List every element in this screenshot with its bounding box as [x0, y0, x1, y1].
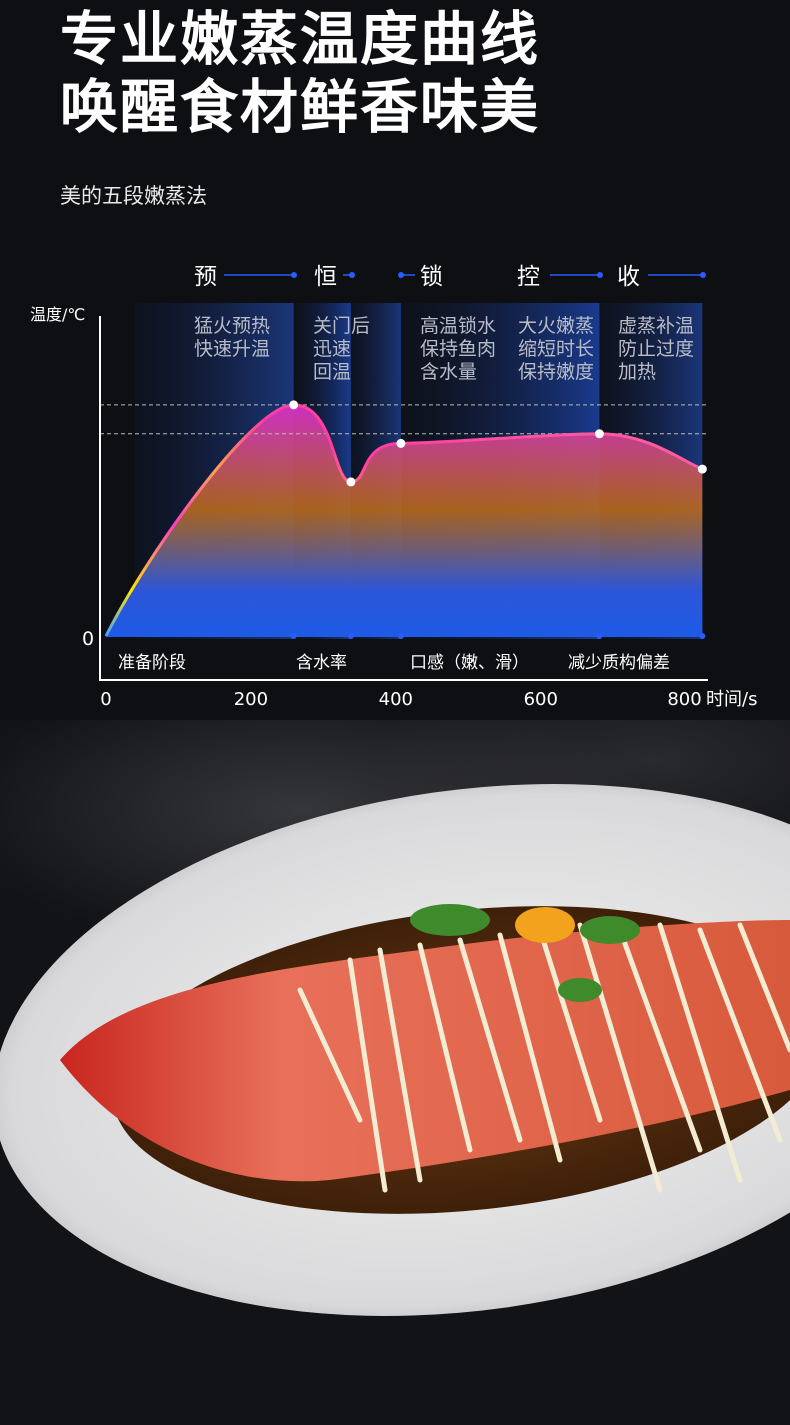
- orange-garnish: [515, 907, 575, 943]
- steamed-fish-photo: [0, 784, 790, 1316]
- stage-description: 高温锁水: [420, 315, 496, 337]
- curve-area-fill: [106, 404, 703, 637]
- stage-description: 快速升温: [194, 338, 270, 360]
- y-axis-label: 温度/℃: [30, 305, 85, 324]
- bottom-label: 含水率: [296, 653, 347, 673]
- headline-line-2: 唤醒食材鲜香味美: [60, 73, 541, 141]
- curve-point: [289, 400, 299, 410]
- stage-dot: [597, 272, 603, 278]
- stage-title: 收: [617, 264, 640, 290]
- stage-description: 回温: [313, 361, 351, 383]
- baseline-marker: [290, 633, 297, 639]
- x-tick-label: 600: [524, 689, 558, 710]
- baseline-marker: [347, 633, 354, 639]
- stage-description: 迅速: [313, 338, 351, 360]
- x-tick-label: 800: [667, 689, 701, 710]
- y-tick-0: 0: [82, 628, 94, 650]
- stage-title: 锁: [420, 264, 443, 290]
- curve-point: [594, 429, 604, 439]
- curve-point: [697, 464, 707, 474]
- stage-dot: [349, 272, 355, 278]
- x-tick-label: 200: [234, 689, 268, 710]
- stage-description: 缩短时长: [518, 338, 594, 360]
- stage-description: 虚蒸补温: [618, 315, 694, 337]
- stage-description: 关门后: [313, 315, 370, 337]
- scallion-shreds: [297, 922, 790, 1193]
- stage-dot: [700, 272, 706, 278]
- stage-description: 防止过度: [618, 338, 694, 360]
- stage-description: 含水量: [420, 361, 477, 383]
- curve-point: [396, 438, 406, 448]
- food-photo-background: [0, 720, 790, 1425]
- stage-title: 控: [517, 264, 540, 290]
- subtitle: 美的五段嫩蒸法: [60, 184, 207, 208]
- stage-description: 保持嫩度: [518, 361, 594, 383]
- stage-description: 大火嫩蒸: [518, 315, 594, 337]
- x-tick-label: 400: [379, 689, 413, 710]
- stage-title: 预: [194, 264, 217, 290]
- bottom-label: 口感（嫩、滑）: [410, 653, 529, 673]
- x-axis-label: 时间/s: [706, 689, 757, 710]
- stage-dot: [291, 272, 297, 278]
- headline-line-1: 专业嫩蒸温度曲线: [60, 5, 541, 73]
- curve-point: [346, 477, 356, 487]
- fish: [60, 920, 790, 1182]
- baseline-marker: [596, 633, 603, 639]
- stage-description: 猛火预热: [194, 315, 270, 337]
- baseline-marker: [699, 633, 706, 639]
- stage-description: 加热: [618, 361, 656, 383]
- stage-title: 恒: [314, 264, 337, 290]
- cilantro: [410, 904, 640, 1002]
- x-tick-label: 0: [100, 689, 111, 710]
- stage-description: 保持鱼肉: [420, 338, 496, 360]
- stage-dot: [398, 272, 404, 278]
- bottom-label: 减少质构偏差: [568, 653, 670, 673]
- bottom-label: 准备阶段: [118, 653, 186, 673]
- baseline-marker: [397, 633, 404, 639]
